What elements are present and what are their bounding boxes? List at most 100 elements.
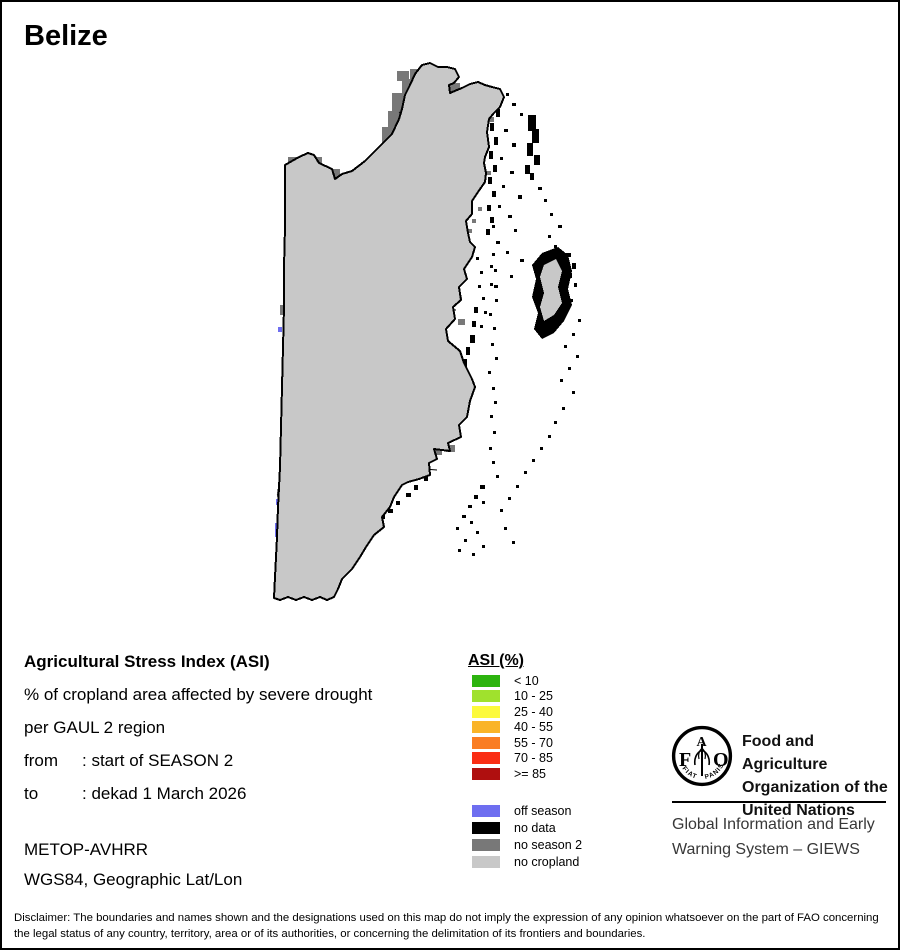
map-patch-no_data (570, 299, 573, 302)
map-patch-no_season2 (478, 207, 482, 211)
map-patch-no_data (508, 497, 511, 500)
svg-text:A: A (697, 735, 708, 750)
footer-divider (672, 801, 886, 803)
to-label: to (24, 784, 39, 803)
map-patch-no_data (406, 493, 411, 497)
turneffe-lagoon (540, 259, 562, 321)
asi-heading: Agricultural Stress Index (ASI) (24, 652, 270, 671)
legend-swatch (472, 690, 500, 703)
map-patch-no_data (490, 415, 493, 418)
map-patch-no_data (456, 527, 459, 530)
map-patch-no_data (528, 115, 536, 131)
period-from: from : start of SEASON 2 (24, 751, 372, 771)
legend-label: no season 2 (514, 837, 583, 852)
legend-label: 10 - 25 (514, 689, 553, 704)
map-patch-no_data (491, 343, 494, 346)
map-patch-no_data (496, 109, 500, 117)
map-patch-no_data (540, 447, 543, 450)
svg-text:F: F (679, 749, 691, 771)
sensor-name: METOP-AVHRR (24, 840, 149, 859)
legend-swatch (472, 838, 500, 851)
map-patch-no_data (520, 259, 524, 262)
map-patch-no_data (495, 299, 498, 302)
map-patch-no_data (550, 213, 553, 216)
map-patch-no_data (495, 357, 498, 360)
map-patch-no_data (493, 431, 496, 434)
map-patch-no_data (518, 195, 522, 199)
map-patch-no_data (560, 379, 563, 382)
legend-label: 55 - 70 (514, 735, 553, 750)
map-patch-no_data (548, 235, 551, 238)
giews-name: Global Information and Early Warning Sys… (672, 816, 875, 858)
legend-label: 25 - 40 (514, 704, 553, 719)
map-patch-no_season2 (397, 71, 409, 81)
map-patch-no_data (478, 285, 481, 288)
legend-row: off season (472, 802, 582, 819)
map-patch-no_data (484, 311, 487, 314)
map-patch-no_data (396, 501, 400, 505)
belize-map (273, 62, 581, 602)
legend-row: no cropland (472, 853, 582, 870)
legend-row: 70 - 85 (472, 751, 553, 767)
legend-row: 55 - 70 (472, 735, 553, 751)
legend-row: no season 2 (472, 836, 582, 853)
legend-swatch (472, 674, 500, 687)
map-patch-no_data (502, 185, 505, 188)
map-patch-no_data (506, 93, 509, 96)
projection-name: WGS84, Geographic Lat/Lon (24, 870, 243, 889)
legend-label: no cropland (514, 854, 580, 869)
legend-row: < 10 (472, 673, 553, 689)
map-patch-no_data (472, 321, 476, 327)
legend-row: 25 - 40 (472, 704, 553, 720)
map-patch-no_data (494, 401, 497, 404)
map-patch-no_data (490, 283, 493, 286)
map-patch-no_data (493, 165, 497, 172)
map-patch-no_season2 (486, 171, 491, 175)
map-patch-no_data (564, 345, 567, 348)
map-patch-no_season2 (446, 445, 455, 452)
legend-swatch (472, 767, 500, 780)
map-patch-no_data (532, 129, 539, 143)
map-patch-no_data (496, 475, 499, 478)
map-patch-no_data (480, 485, 485, 489)
map-patch-no_data (489, 447, 492, 450)
map-patch-no_data (508, 215, 512, 218)
map-patch-no_data (414, 485, 418, 490)
map-patch-no_data (482, 545, 485, 548)
map-patch-white_gap (360, 557, 367, 562)
map-patch-no_data (470, 521, 473, 524)
map-patch-no_data (534, 155, 540, 165)
map-patch-no_data (538, 187, 542, 190)
map-patch-no_data (492, 253, 495, 256)
map-patch-no_data (476, 531, 479, 534)
map-patch-no_data (498, 205, 501, 208)
map-patch-no_data (492, 387, 495, 390)
map-patch-no_data (564, 289, 568, 292)
map-patch-no_data (472, 553, 475, 556)
map-patch-no_data (524, 471, 527, 474)
map-patch-no_data (576, 355, 579, 358)
map-patch-no_data (512, 103, 516, 106)
map-patch-no_data (568, 367, 571, 370)
map-patch-no_data (470, 335, 475, 343)
map-patch-no_data (572, 391, 575, 394)
wheat-stalk-icon (693, 744, 711, 776)
map-patch-no_data (487, 205, 491, 211)
legend-other-classes: off season no data no season 2 no cropland (472, 802, 582, 870)
map-patch-no_data (544, 199, 547, 202)
map-patch-no_data (492, 225, 495, 228)
legend-title: ASI (%) (468, 652, 524, 669)
legend-label: < 10 (514, 673, 539, 688)
map-patch-white_gap (387, 517, 394, 522)
map-patch-white_gap (346, 577, 355, 583)
map-patch-no_data (489, 151, 493, 159)
map-patch-no_data (500, 509, 503, 512)
map-patch-no_data (530, 173, 534, 180)
map-patch-no_data (532, 459, 535, 462)
map-patch-no_data (506, 251, 509, 254)
disclaimer-text: Disclaimer: The boundaries and names sho… (14, 912, 879, 940)
legend-swatch (472, 736, 500, 749)
map-patch-no_data (504, 527, 507, 530)
map-patch-no_data (424, 475, 428, 481)
